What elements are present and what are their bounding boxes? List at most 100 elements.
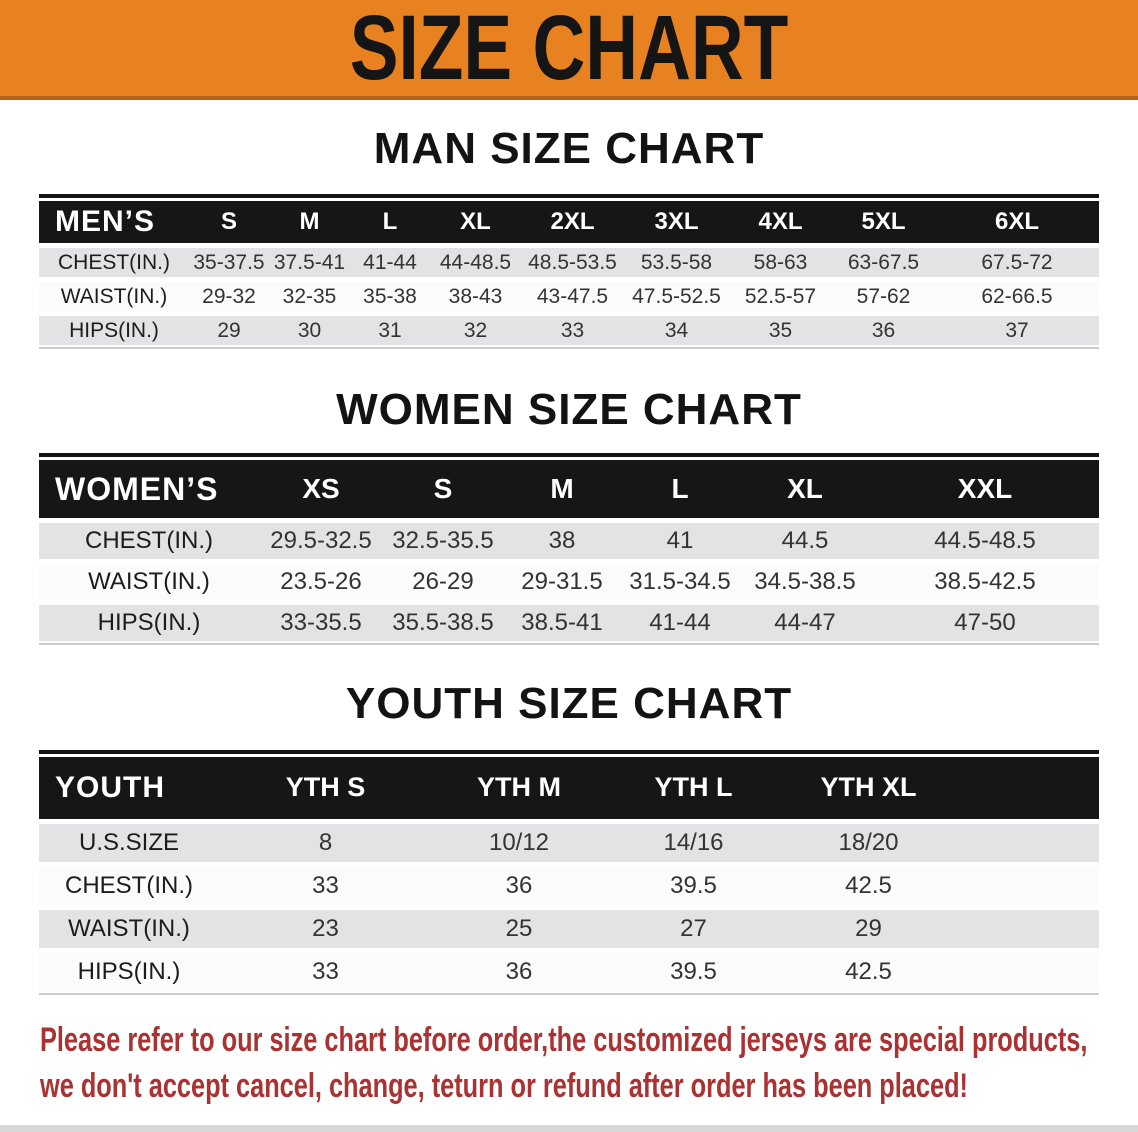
row-label: U.S.SIZE: [78, 828, 180, 856]
cell: 62-66.5: [981, 284, 1053, 308]
bottom-edge-strip: [0, 1125, 1138, 1132]
cell: 29: [217, 318, 241, 342]
cell: 58-63: [753, 250, 808, 274]
women-col-header: M: [550, 473, 574, 505]
youth-chest-row: CHEST(IN.) 33 36 39.5 42.5: [39, 866, 1099, 905]
youth-col-header: YTH S: [285, 772, 366, 803]
men-col-header: 3XL: [654, 208, 699, 236]
cell: 44.5-48.5: [934, 527, 1036, 555]
row-label: CHEST(IN.): [85, 527, 213, 555]
cell: 37: [1005, 318, 1029, 342]
men-col-header: 2XL: [550, 208, 595, 236]
men-hips-row: HIPS(IN.) 29 30 31 32 33 34 35 36 37: [39, 316, 1099, 346]
cell: 38.5-41: [521, 609, 603, 637]
cell: 33: [312, 957, 339, 985]
women-table-wrap: WOMEN’S XS S M L XL XXL CHEST(IN.) 29.5-…: [39, 453, 1099, 646]
men-table-bottomline: [39, 347, 1099, 350]
cell: 33-35.5: [280, 609, 362, 637]
youth-col-header: YTH XL: [820, 772, 917, 803]
cell: 41: [666, 527, 694, 555]
row-label: CHEST(IN.): [58, 250, 170, 274]
men-col-header: XL: [460, 208, 491, 236]
cell: 35: [768, 318, 793, 342]
women-table-bottomline: [39, 643, 1099, 646]
cell: 34.5-38.5: [754, 568, 856, 596]
cell: 34: [664, 318, 689, 342]
row-label: CHEST(IN.): [65, 871, 193, 899]
disclaimer-note: Please refer to our size chart before or…: [40, 1017, 1138, 1109]
cell: 43-47.5: [536, 284, 609, 308]
cell: 29-32: [202, 284, 256, 308]
women-col-header: XS: [302, 473, 340, 505]
cell: 42.5: [845, 871, 892, 899]
men-table-topline: [39, 194, 1099, 199]
cell: 38.5-42.5: [934, 568, 1036, 596]
cell: 38-43: [448, 284, 503, 308]
cell: 23.5-26: [280, 568, 362, 596]
cell: 63-67.5: [847, 250, 920, 274]
men-header-row: MEN’S S M L XL 2XL 3XL 4XL 5XL 6XL: [39, 201, 1099, 244]
disclaimer-line-2: we don't accept cancel, change, teturn o…: [40, 1066, 968, 1105]
row-label: HIPS(IN.): [69, 318, 159, 342]
filler-cell: [956, 824, 1099, 862]
women-col-header: S: [433, 473, 453, 505]
men-table-wrap: MEN’S S M L XL 2XL 3XL 4XL 5XL 6XL CHEST…: [39, 194, 1099, 350]
cell: 47.5-52.5: [632, 284, 721, 308]
women-col-header: XXL: [957, 473, 1013, 505]
cell: 39.5: [670, 871, 717, 899]
cell: 41-44: [649, 609, 711, 637]
cell: 35-38: [363, 284, 417, 308]
women-col-header: XL: [787, 473, 823, 505]
men-col-header: L: [382, 208, 398, 236]
youth-col-header: YTH L: [654, 772, 733, 803]
cell: 26-29: [412, 568, 474, 596]
cell: 32: [463, 318, 488, 342]
cell: 32.5-35.5: [392, 527, 494, 555]
cell: 36: [505, 957, 533, 985]
men-size-table: MEN’S S M L XL 2XL 3XL 4XL 5XL 6XL CHEST…: [39, 196, 1099, 350]
cell: 29.5-32.5: [270, 527, 372, 555]
cell: 14/16: [663, 828, 724, 856]
cell: 41-44: [363, 250, 417, 274]
row-label: WAIST(IN.): [60, 284, 168, 308]
men-col-header: M: [299, 208, 320, 236]
women-hips-row: HIPS(IN.) 33-35.5 35.5-38.5 38.5-41 41-4…: [39, 605, 1099, 642]
cell: 27: [680, 914, 707, 942]
cell: 33: [560, 318, 585, 342]
men-section-heading: MAN SIZE CHART: [373, 124, 765, 173]
cell: 10/12: [488, 828, 550, 856]
cell: 29-31.5: [521, 568, 603, 596]
cell: 31.5-34.5: [629, 568, 731, 596]
cell: 31: [378, 318, 402, 342]
cell: 48.5-53.5: [528, 250, 617, 274]
filler-cell: [956, 757, 1099, 819]
cell: 23: [312, 914, 339, 942]
men-chest-row: CHEST(IN.) 35-37.5 37.5-41 41-44 44-48.5…: [39, 248, 1099, 278]
women-section-heading: WOMEN SIZE CHART: [336, 385, 802, 435]
page-title: SIZE CHART: [349, 0, 789, 100]
cell: 44.5: [781, 527, 829, 555]
cell: 67.5-72: [981, 250, 1053, 274]
cell: 36: [505, 871, 533, 899]
filler-cell: [956, 867, 1099, 905]
cell: 35-37.5: [193, 250, 265, 274]
row-label: WAIST(IN.): [68, 914, 190, 942]
women-col-header: L: [671, 473, 689, 505]
banner: SIZE CHART: [0, 0, 1138, 100]
cell: 36: [871, 318, 896, 342]
youth-hips-row: HIPS(IN.) 33 36 39.5 42.5: [39, 952, 1099, 991]
men-col-header: 4XL: [758, 208, 803, 236]
cell: 30: [297, 318, 322, 342]
cell: 44-48.5: [439, 250, 512, 274]
youth-table-topline: [39, 749, 1099, 754]
men-col-header: 5XL: [861, 208, 906, 236]
cell: 35.5-38.5: [392, 609, 494, 637]
filler-cell: [956, 910, 1099, 948]
row-label: WAIST(IN.): [88, 568, 210, 596]
women-corner-label: WOMEN’S: [55, 470, 219, 507]
youth-ussize-row: U.S.SIZE 8 10/12 14/16 18/20: [39, 823, 1099, 862]
women-header-row: WOMEN’S XS S M L XL XXL: [39, 460, 1099, 519]
youth-corner-label: YOUTH: [55, 770, 165, 804]
cell: 52.5-57: [744, 284, 817, 308]
